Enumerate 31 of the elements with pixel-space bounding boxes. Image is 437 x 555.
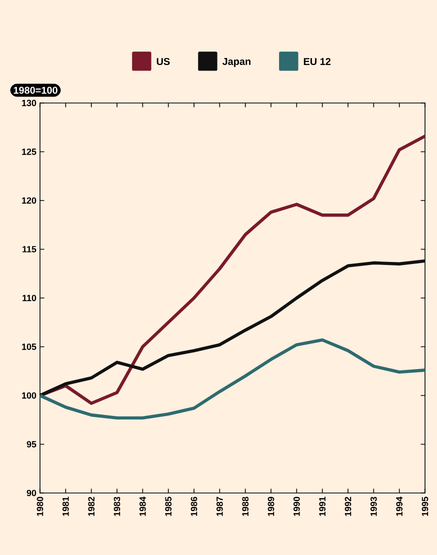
y-tick-label: 115 bbox=[22, 246, 36, 252]
y-tick-label: 105 bbox=[22, 344, 36, 350]
x-tick-label: 1995 bbox=[422, 496, 428, 516]
x-tick-label: 1993 bbox=[370, 496, 377, 516]
line-series bbox=[38, 338, 427, 420]
x-tick-label: 1992 bbox=[344, 496, 352, 516]
line-series bbox=[38, 259, 427, 398]
y-tick-label: 125 bbox=[22, 148, 36, 155]
x-tick-label: 1987 bbox=[216, 496, 223, 516]
y-tick-label: 120 bbox=[22, 197, 36, 204]
legend-label: EU 12 bbox=[304, 58, 331, 66]
y-tick-label: 130 bbox=[22, 100, 36, 106]
legend-label: Japan bbox=[222, 58, 250, 67]
y-tick-label: 95 bbox=[26, 441, 36, 448]
y-tick-label: 90 bbox=[26, 490, 36, 496]
x-tick-label: 1991 bbox=[319, 496, 326, 516]
x-tick-label: 1988 bbox=[242, 496, 249, 516]
y-tick-label: 110 bbox=[22, 294, 36, 302]
y-tick-label: 100 bbox=[22, 392, 36, 399]
x-tick-label: 1990 bbox=[293, 496, 300, 516]
x-tick-label: 1984 bbox=[139, 496, 146, 516]
x-tick-label: 1981 bbox=[62, 496, 69, 516]
x-tick-label: 1985 bbox=[165, 496, 172, 516]
text: 1980=100 bbox=[14, 86, 58, 94]
x-tick-label: 1989 bbox=[268, 496, 274, 516]
x-tick-label: 1986 bbox=[190, 496, 198, 516]
x-tick-label: 1982 bbox=[88, 496, 95, 516]
x-tick-label: 1980 bbox=[36, 496, 44, 516]
legend-label: US bbox=[156, 58, 170, 66]
x-tick-label: 1994 bbox=[396, 496, 403, 516]
x-tick-label: 1983 bbox=[114, 496, 120, 516]
